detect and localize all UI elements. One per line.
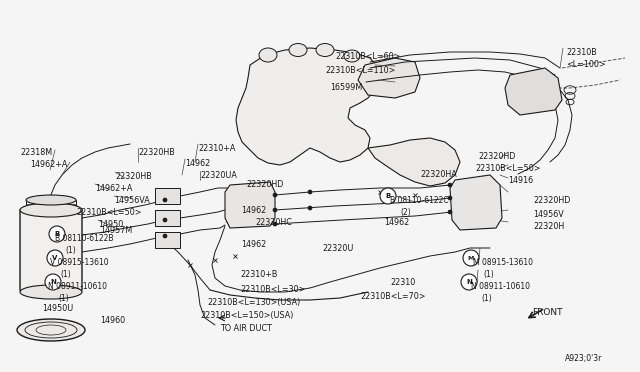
Text: 14962+A: 14962+A bbox=[30, 160, 67, 169]
Ellipse shape bbox=[26, 195, 76, 205]
Text: B 08110-6122C: B 08110-6122C bbox=[390, 196, 449, 205]
Text: TO AIR DUCT: TO AIR DUCT bbox=[220, 324, 272, 333]
Text: (1): (1) bbox=[483, 270, 493, 279]
Text: M 08915-13610: M 08915-13610 bbox=[473, 258, 533, 267]
Polygon shape bbox=[358, 58, 420, 98]
Text: (1): (1) bbox=[481, 294, 492, 303]
Circle shape bbox=[448, 183, 452, 187]
Text: 22320H: 22320H bbox=[533, 222, 564, 231]
Text: 22320UA: 22320UA bbox=[200, 171, 237, 180]
Circle shape bbox=[163, 198, 167, 202]
Ellipse shape bbox=[259, 48, 277, 62]
Bar bbox=[155, 232, 180, 248]
Text: 14956VA: 14956VA bbox=[114, 196, 150, 205]
Polygon shape bbox=[225, 182, 275, 228]
Text: A923;0'3r: A923;0'3r bbox=[565, 354, 602, 363]
Polygon shape bbox=[450, 175, 502, 230]
Text: 22318M: 22318M bbox=[20, 148, 52, 157]
Text: (1): (1) bbox=[65, 246, 76, 255]
Text: M: M bbox=[468, 256, 474, 260]
Ellipse shape bbox=[17, 319, 85, 341]
Text: (1): (1) bbox=[58, 294, 68, 303]
Circle shape bbox=[448, 210, 452, 214]
Ellipse shape bbox=[20, 285, 82, 299]
Text: 14962: 14962 bbox=[185, 159, 211, 168]
Ellipse shape bbox=[344, 50, 360, 62]
Text: 22310B<L=130>(USA): 22310B<L=130>(USA) bbox=[207, 298, 300, 307]
Text: V: V bbox=[52, 255, 58, 261]
Circle shape bbox=[308, 190, 312, 194]
Polygon shape bbox=[505, 68, 562, 115]
Text: 22310B<L=30>: 22310B<L=30> bbox=[240, 285, 305, 294]
Circle shape bbox=[163, 218, 167, 222]
Circle shape bbox=[448, 196, 452, 200]
Circle shape bbox=[49, 226, 65, 242]
Text: N: N bbox=[50, 279, 56, 285]
Text: 14962: 14962 bbox=[384, 218, 409, 227]
Text: 22310: 22310 bbox=[390, 278, 415, 287]
Circle shape bbox=[380, 188, 396, 204]
Text: V 08915-13610: V 08915-13610 bbox=[50, 258, 109, 267]
Text: 14950U: 14950U bbox=[42, 304, 73, 313]
Text: (1): (1) bbox=[60, 270, 71, 279]
Text: 22310+A: 22310+A bbox=[198, 144, 236, 153]
Text: N 08911-10610: N 08911-10610 bbox=[48, 282, 107, 291]
Text: 14916: 14916 bbox=[508, 176, 533, 185]
Text: 22310B<L=150>(USA): 22310B<L=150>(USA) bbox=[200, 311, 293, 320]
Text: FRONT: FRONT bbox=[532, 308, 563, 317]
Text: B 08110-6122B: B 08110-6122B bbox=[55, 234, 113, 243]
Text: 22310+B: 22310+B bbox=[240, 270, 277, 279]
Text: 22310B<L=50>: 22310B<L=50> bbox=[475, 164, 541, 173]
Circle shape bbox=[273, 222, 277, 226]
Text: (2): (2) bbox=[400, 208, 411, 217]
Text: 22320HD: 22320HD bbox=[478, 152, 515, 161]
Circle shape bbox=[45, 274, 61, 290]
Circle shape bbox=[461, 274, 477, 290]
Text: 22320HA: 22320HA bbox=[420, 170, 457, 179]
Text: 22320HB: 22320HB bbox=[115, 172, 152, 181]
Text: 14962: 14962 bbox=[241, 206, 266, 215]
Circle shape bbox=[308, 206, 312, 210]
Text: 14962+A: 14962+A bbox=[95, 184, 132, 193]
Text: B: B bbox=[385, 193, 390, 199]
Polygon shape bbox=[20, 205, 82, 295]
Circle shape bbox=[47, 250, 63, 266]
Text: 22320HD: 22320HD bbox=[246, 180, 284, 189]
Text: N: N bbox=[466, 279, 472, 285]
Text: 22310B<L=110>: 22310B<L=110> bbox=[325, 66, 396, 75]
Bar bbox=[155, 210, 180, 226]
Text: 22320HC: 22320HC bbox=[255, 218, 292, 227]
Text: 22310B: 22310B bbox=[566, 48, 596, 57]
Text: N 08911-10610: N 08911-10610 bbox=[471, 282, 530, 291]
Text: 14950: 14950 bbox=[98, 220, 124, 229]
Text: 14962: 14962 bbox=[241, 240, 266, 249]
Text: 14960: 14960 bbox=[100, 316, 125, 325]
Text: 22310B<L=70>: 22310B<L=70> bbox=[360, 292, 426, 301]
Circle shape bbox=[163, 234, 167, 238]
Circle shape bbox=[463, 250, 479, 266]
Text: 14956V: 14956V bbox=[533, 210, 564, 219]
Text: 16599M: 16599M bbox=[330, 83, 362, 92]
Text: B: B bbox=[54, 231, 60, 237]
Polygon shape bbox=[368, 138, 460, 186]
Ellipse shape bbox=[316, 44, 334, 57]
Text: 22320U: 22320U bbox=[322, 244, 353, 253]
Text: 14957M: 14957M bbox=[100, 226, 132, 235]
Text: <L=100>: <L=100> bbox=[566, 60, 605, 69]
Circle shape bbox=[273, 208, 277, 212]
Ellipse shape bbox=[20, 203, 82, 217]
Text: 22310B<L=50>: 22310B<L=50> bbox=[76, 208, 141, 217]
Text: 22310B<L=60>: 22310B<L=60> bbox=[335, 52, 401, 61]
Text: 22320HD: 22320HD bbox=[533, 196, 570, 205]
Text: 22320HB: 22320HB bbox=[138, 148, 175, 157]
Ellipse shape bbox=[289, 44, 307, 57]
Bar bbox=[155, 188, 180, 204]
Circle shape bbox=[273, 193, 277, 197]
Polygon shape bbox=[236, 48, 380, 165]
